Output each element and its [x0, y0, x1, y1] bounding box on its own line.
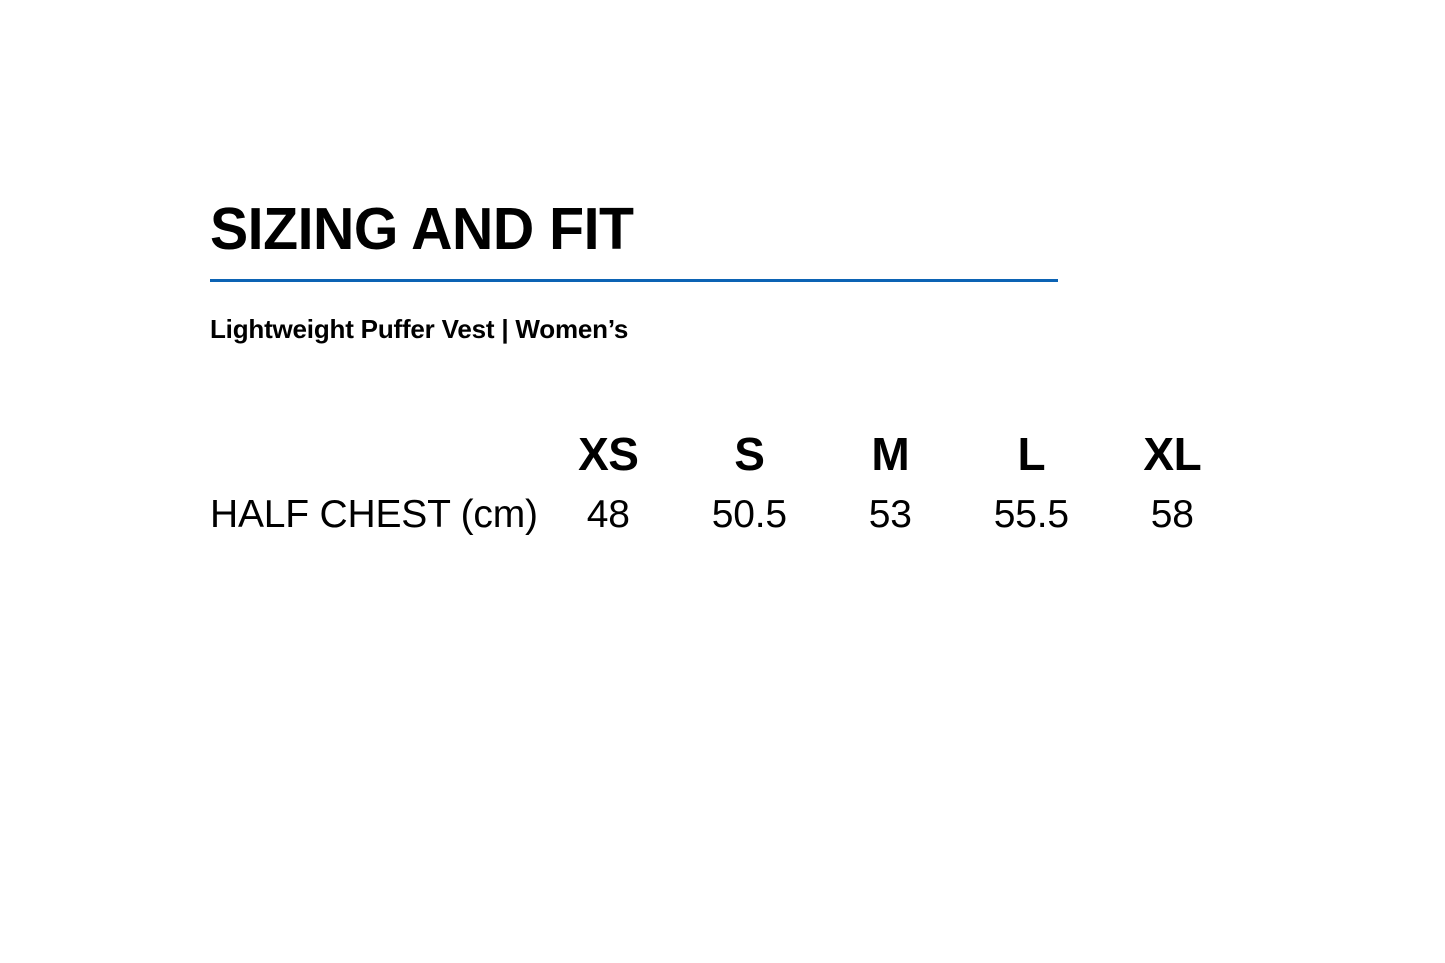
- size-chart-table: XS S M L XL HALF CHEST (cm) 48 50.5 53 5…: [210, 412, 1243, 536]
- table-header-row: XS S M L XL: [210, 412, 1243, 478]
- size-header-s: S: [734, 428, 765, 480]
- cell-half-chest-s: 50.5: [711, 493, 787, 536]
- product-subtitle: Lightweight Puffer Vest | Women’s: [210, 314, 629, 344]
- size-header-l: L: [1017, 428, 1046, 480]
- cell-half-chest-m: 53: [868, 493, 912, 536]
- table-row: HALF CHEST (cm) 48 50.5 53 55.5 58: [210, 478, 1243, 536]
- cell-half-chest-xl: 58: [1150, 493, 1194, 536]
- row-label-half-chest: HALF CHEST (cm): [210, 493, 538, 536]
- title-underline-rule: [210, 279, 1058, 282]
- cell-half-chest-l: 55.5: [993, 493, 1069, 536]
- size-header-xs: XS: [578, 428, 639, 480]
- cell-half-chest-xs: 48: [586, 493, 630, 536]
- size-header-xl: XL: [1143, 428, 1202, 480]
- page-title: SIZING AND FIT: [210, 196, 634, 262]
- size-header-m: M: [871, 428, 910, 480]
- measurement-column-header: [210, 412, 538, 478]
- header-block: SIZING AND FIT: [210, 198, 1210, 260]
